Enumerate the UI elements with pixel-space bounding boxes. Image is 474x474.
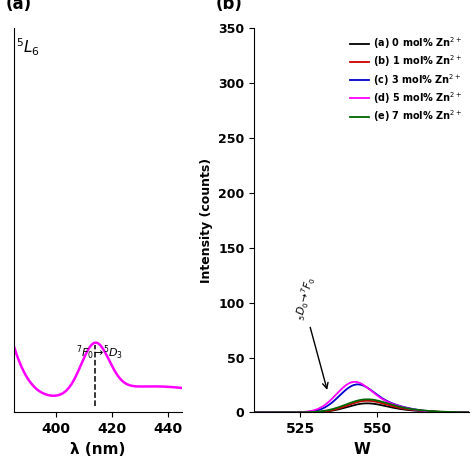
Line: (c) 3 mol% Zn$^{2+}$: (c) 3 mol% Zn$^{2+}$ (254, 384, 474, 412)
(e) 7 mol% Zn$^{2+}$ (382, 400, 388, 405)
(d) 5 mol% Zn$^{2+}$ (473, 410, 474, 415)
(a) 0 mol% Zn$^{2+}$ (400, 406, 405, 412)
Legend: (a) 0 mol% Zn$^{2+}$, (b) 1 mol% Zn$^{2+}$, (c) 3 mol% Zn$^{2+}$, (d) 5 mol% Zn$: (a) 0 mol% Zn$^{2+}$, (b) 1 mol% Zn$^{2+… (348, 33, 465, 126)
(a) 0 mol% Zn$^{2+}$ (351, 402, 357, 408)
(a) 0 mol% Zn$^{2+}$ (473, 410, 474, 415)
(d) 5 mol% Zn$^{2+}$ (308, 408, 314, 414)
(a) 0 mol% Zn$^{2+}$ (291, 410, 296, 415)
(b) 1 mol% Zn$^{2+}$ (251, 410, 257, 415)
(a) 0 mol% Zn$^{2+}$ (382, 403, 388, 409)
(e) 7 mol% Zn$^{2+}$ (291, 410, 296, 415)
Text: (a): (a) (6, 0, 32, 13)
Line: (a) 0 mol% Zn$^{2+}$: (a) 0 mol% Zn$^{2+}$ (254, 403, 474, 412)
(b) 1 mol% Zn$^{2+}$ (291, 410, 296, 415)
(c) 3 mol% Zn$^{2+}$ (251, 410, 257, 415)
(a) 0 mol% Zn$^{2+}$ (418, 408, 424, 414)
(e) 7 mol% Zn$^{2+}$ (473, 410, 474, 415)
(d) 5 mol% Zn$^{2+}$ (291, 410, 296, 415)
Text: $_5D_0\!\rightarrow\!^7F_0$: $_5D_0\!\rightarrow\!^7F_0$ (292, 275, 318, 322)
Y-axis label: Intensity (counts): Intensity (counts) (200, 158, 213, 283)
(d) 5 mol% Zn$^{2+}$ (382, 398, 388, 403)
(c) 3 mol% Zn$^{2+}$ (382, 397, 388, 402)
(d) 5 mol% Zn$^{2+}$ (418, 408, 424, 413)
(e) 7 mol% Zn$^{2+}$ (351, 399, 357, 404)
(b) 1 mol% Zn$^{2+}$ (351, 400, 357, 406)
(b) 1 mol% Zn$^{2+}$ (308, 410, 314, 415)
Text: (b): (b) (216, 0, 242, 13)
Line: (e) 7 mol% Zn$^{2+}$: (e) 7 mol% Zn$^{2+}$ (254, 399, 474, 412)
(e) 7 mol% Zn$^{2+}$ (400, 404, 405, 410)
(c) 3 mol% Zn$^{2+}$ (400, 404, 405, 410)
(c) 3 mol% Zn$^{2+}$ (291, 410, 296, 415)
(b) 1 mol% Zn$^{2+}$ (365, 398, 370, 403)
X-axis label: W: W (353, 442, 370, 456)
(d) 5 mol% Zn$^{2+}$ (251, 410, 257, 415)
(e) 7 mol% Zn$^{2+}$ (251, 410, 257, 415)
(a) 0 mol% Zn$^{2+}$ (308, 410, 314, 415)
(c) 3 mol% Zn$^{2+}$ (418, 408, 424, 413)
Text: $^5L_6$: $^5L_6$ (16, 36, 40, 57)
(b) 1 mol% Zn$^{2+}$ (400, 406, 405, 411)
Line: (b) 1 mol% Zn$^{2+}$: (b) 1 mol% Zn$^{2+}$ (254, 401, 474, 412)
(d) 5 mol% Zn$^{2+}$ (400, 404, 405, 410)
(c) 3 mol% Zn$^{2+}$ (351, 382, 357, 388)
(a) 0 mol% Zn$^{2+}$ (251, 410, 257, 415)
(c) 3 mol% Zn$^{2+}$ (473, 410, 474, 415)
X-axis label: λ (nm): λ (nm) (70, 442, 126, 456)
(b) 1 mol% Zn$^{2+}$ (382, 401, 388, 407)
(c) 3 mol% Zn$^{2+}$ (308, 409, 314, 414)
(e) 7 mol% Zn$^{2+}$ (365, 396, 370, 402)
(d) 5 mol% Zn$^{2+}$ (352, 379, 357, 385)
(e) 7 mol% Zn$^{2+}$ (308, 409, 314, 415)
(a) 0 mol% Zn$^{2+}$ (365, 401, 370, 406)
(d) 5 mol% Zn$^{2+}$ (351, 379, 357, 385)
(b) 1 mol% Zn$^{2+}$ (418, 408, 424, 413)
(c) 3 mol% Zn$^{2+}$ (355, 382, 361, 387)
Line: (d) 5 mol% Zn$^{2+}$: (d) 5 mol% Zn$^{2+}$ (254, 382, 474, 412)
(e) 7 mol% Zn$^{2+}$ (418, 407, 424, 413)
(b) 1 mol% Zn$^{2+}$ (473, 410, 474, 415)
Text: $^7F_0\!\rightarrow\!^5D_3$: $^7F_0\!\rightarrow\!^5D_3$ (75, 344, 123, 362)
